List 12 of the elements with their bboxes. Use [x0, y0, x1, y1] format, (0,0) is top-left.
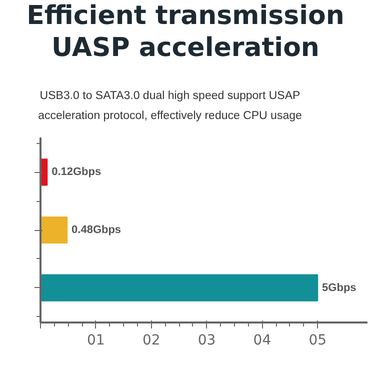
bar [40, 274, 318, 302]
data-label: 5Gbps [322, 282, 356, 294]
data-label: 0.12Gbps [52, 166, 102, 178]
x-tick-label: 03 [198, 332, 216, 348]
x-tick-label: 01 [87, 332, 105, 348]
bar [40, 216, 68, 244]
data-label: 0.48Gbps [72, 224, 122, 236]
x-tick-label: 02 [142, 332, 160, 348]
chart-title: Efficient transmission UASP acceleration [26, 0, 346, 64]
x-tick-label: 05 [308, 332, 327, 348]
chart-subtitle: USB3.0 to SATA3.0 dual high speed support USAP acceleration protocol, effectively reduce CPU usage [37, 89, 303, 124]
x-tick-label: 04 [253, 332, 272, 348]
